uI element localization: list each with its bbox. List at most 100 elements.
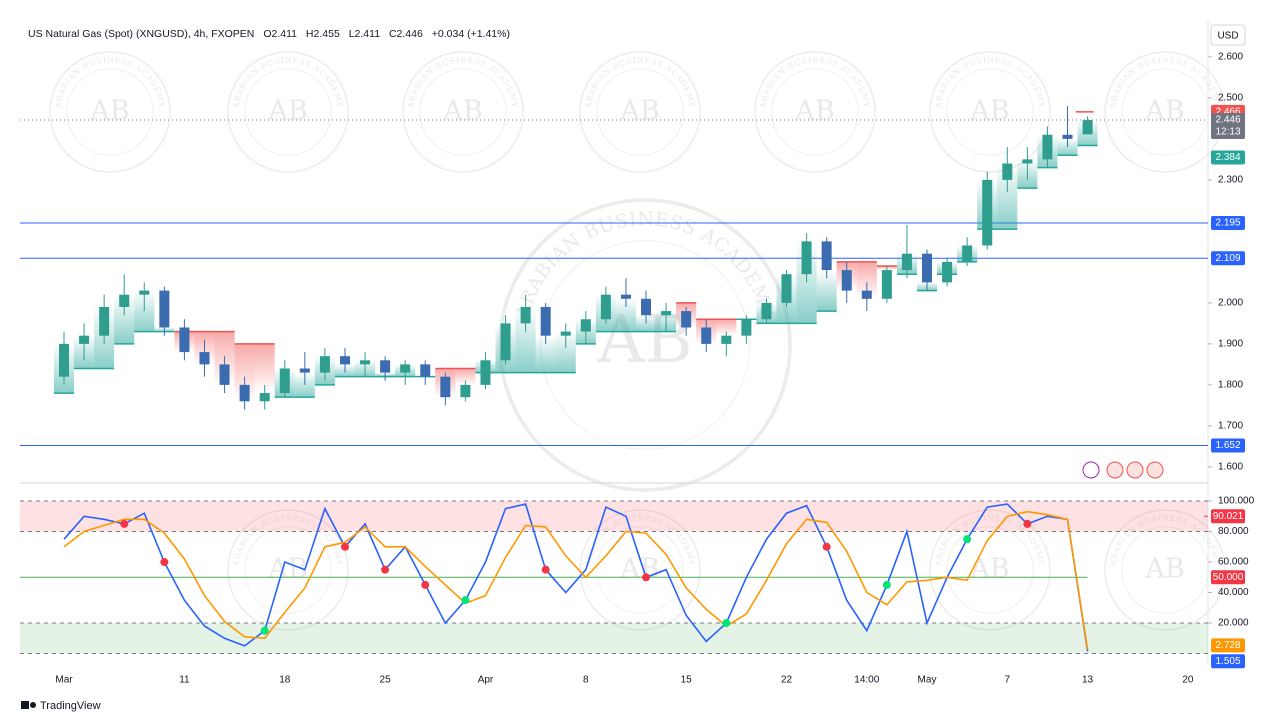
candle-body <box>239 384 250 402</box>
watermark-ring <box>754 51 876 173</box>
candle-body <box>319 356 330 373</box>
y-tick-label: 2.600 <box>1218 52 1243 63</box>
stop-fill <box>455 368 476 385</box>
x-tick-label: May <box>918 675 937 686</box>
cross-up-dot <box>461 596 470 605</box>
x-tick-label: 8 <box>583 675 589 686</box>
candle-body <box>881 270 892 299</box>
candle-body <box>299 368 310 373</box>
cross-down-dot <box>340 542 349 551</box>
cross-down-dot <box>642 573 651 582</box>
ohlc-close: C2.446 <box>389 28 423 40</box>
mid-level-badge <box>1211 570 1245 585</box>
candle-body <box>861 290 872 299</box>
stop-short-badge-label: 2.466 <box>1215 106 1240 117</box>
watermark-initials: AB <box>1144 554 1184 585</box>
candle-body <box>360 360 371 365</box>
stop-fill <box>796 241 817 324</box>
last-d-badge-label: 2.728 <box>1215 640 1240 651</box>
stop-fill <box>555 331 576 373</box>
candle-body <box>620 294 631 299</box>
candle-body <box>681 311 692 328</box>
watermark-ring <box>49 51 171 173</box>
event-icons <box>1082 461 1164 479</box>
stop-fill <box>1057 138 1078 156</box>
last-d-badge <box>1211 638 1245 653</box>
symbol: US Natural Gas (Spot) (XNGUSD), 4h, FXOP… <box>28 28 254 40</box>
candle-body <box>380 360 391 373</box>
candle-body <box>99 306 110 336</box>
candle-body <box>139 290 150 295</box>
watermark-initials: AB <box>267 96 307 127</box>
x-tick-label: 18 <box>279 675 291 686</box>
watermark-initials: AB <box>89 96 129 127</box>
candle-body <box>440 376 451 398</box>
stop-fill <box>716 319 737 336</box>
currency[interactable]: USD <box>1217 31 1238 42</box>
header: US Natural Gas (Spot) (XNGUSD), 4h, FXOP… <box>28 28 510 40</box>
candle-body <box>420 364 431 377</box>
watermark-ring <box>596 68 684 156</box>
candle-body <box>781 274 792 303</box>
stop-long-badge <box>1211 150 1245 165</box>
x-tick-label: 15 <box>681 675 693 686</box>
candle-body <box>600 294 611 320</box>
upper-level-badge <box>1211 509 1245 524</box>
brand: TradingView <box>40 700 101 712</box>
candle-body <box>821 241 832 271</box>
candle-body <box>922 253 933 283</box>
candle-body <box>580 319 591 332</box>
y-tick-label: 1.900 <box>1218 339 1243 350</box>
cross-down-dot <box>421 580 430 589</box>
watermark-ring <box>244 526 332 614</box>
level-badge-label: 1.652 <box>1215 440 1240 451</box>
currency-box[interactable] <box>1210 24 1246 46</box>
x-tick-label: 20 <box>1182 675 1194 686</box>
y-tick-label: 100.000 <box>1218 496 1255 507</box>
cross-down-dot <box>541 565 550 574</box>
cross-down-dot <box>160 558 169 567</box>
candle-body <box>741 319 752 336</box>
y-tick-label: 1.700 <box>1218 421 1243 432</box>
stop-fill <box>997 163 1018 230</box>
candle-body <box>59 343 69 377</box>
candle-body <box>901 253 912 271</box>
watermark-ring <box>244 68 332 156</box>
candle-body <box>1042 134 1053 160</box>
watermark-ring <box>771 68 859 156</box>
candle-body <box>982 179 993 246</box>
upper-level-badge-label: 90.021 <box>1213 511 1244 522</box>
stop-fill <box>615 298 636 332</box>
y-tick-label: 2.300 <box>1218 175 1243 186</box>
stop-fill <box>535 335 556 373</box>
level-badge <box>1211 438 1245 453</box>
stop-fill <box>856 261 877 299</box>
cross-up-dot <box>882 580 891 589</box>
x-tick-label: 14:00 <box>854 675 879 686</box>
candle-body <box>279 368 290 394</box>
x-tick-label: 7 <box>1005 675 1011 686</box>
stop-fill <box>515 306 536 373</box>
candle-body <box>500 323 511 361</box>
cross-down-dot <box>1023 519 1032 528</box>
watermark-ring <box>929 509 1051 631</box>
watermark-ring <box>227 51 349 173</box>
candle-body <box>520 306 531 324</box>
level-badge <box>1211 215 1245 230</box>
watermark-ring <box>66 68 154 156</box>
candle-body <box>159 290 170 328</box>
change: +0.034 (+1.41%) <box>432 28 510 40</box>
candle-body <box>460 384 471 398</box>
last-k-badge <box>1211 654 1245 669</box>
candle-body <box>79 335 90 344</box>
ohlc-low: L2.411 <box>349 28 380 40</box>
y-tick-label: 40.000 <box>1218 587 1249 598</box>
level-badge-label: 2.109 <box>1215 253 1240 264</box>
stop-fill <box>234 343 255 402</box>
y-tick-label: 2.000 <box>1218 298 1243 309</box>
watermark-ring <box>1104 509 1226 631</box>
watermark-ring <box>946 526 1034 614</box>
cross-down-dot <box>822 542 831 551</box>
cross-down-dot <box>120 519 129 528</box>
